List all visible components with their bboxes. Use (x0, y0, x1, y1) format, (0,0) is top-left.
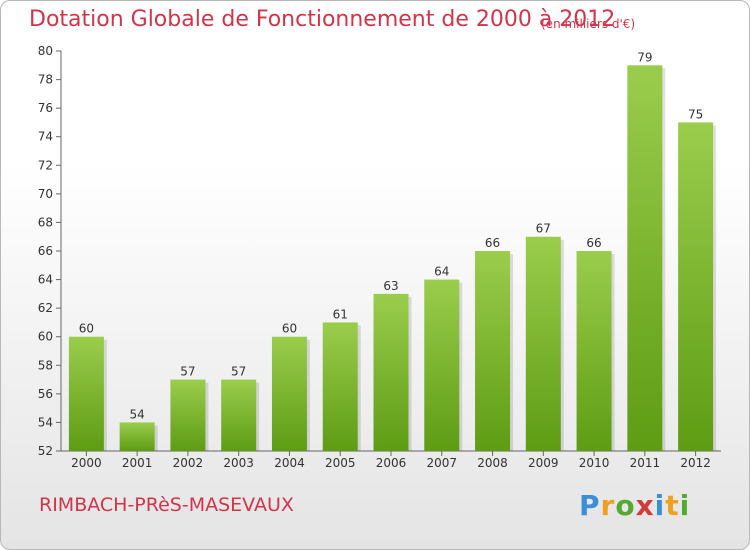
bar (475, 251, 511, 451)
data-label: 57 (231, 365, 246, 379)
logo-letter: x (635, 489, 655, 522)
data-label: 54 (130, 407, 145, 421)
bar (221, 379, 257, 451)
bar (576, 251, 612, 451)
logo-letter: P (579, 489, 601, 522)
data-label: 66 (586, 236, 601, 250)
data-label: 63 (383, 279, 398, 293)
x-tick-label: 2005 (325, 456, 356, 470)
data-label: 75 (688, 107, 703, 121)
y-tick-label: 52 (38, 444, 53, 458)
chart-title: Dotation Globale de Fonctionnement de 20… (29, 7, 616, 32)
bar (678, 122, 714, 451)
y-tick-label: 74 (38, 130, 53, 144)
y-tick-label: 70 (38, 187, 53, 201)
x-tick-label: 2008 (477, 456, 508, 470)
logo-letter: i (679, 489, 691, 522)
y-tick-label: 78 (38, 73, 53, 87)
bar (68, 336, 104, 451)
bar (271, 336, 307, 451)
y-tick-label: 54 (38, 415, 53, 429)
y-tick-label: 76 (38, 101, 53, 115)
x-tick-label: 2012 (680, 456, 711, 470)
x-tick-label: 2003 (223, 456, 254, 470)
y-tick-label: 58 (38, 358, 53, 372)
y-tick-label: 56 (38, 387, 53, 401)
x-tick-label: 2001 (122, 456, 153, 470)
y-tick-label: 66 (38, 244, 53, 258)
bar (170, 379, 206, 451)
y-tick-label: 68 (38, 215, 53, 229)
bar (373, 293, 409, 451)
data-label: 57 (180, 365, 195, 379)
data-label: 67 (536, 222, 551, 236)
data-label: 64 (434, 265, 449, 279)
x-tick-label: 2007 (426, 456, 457, 470)
bar (322, 322, 358, 451)
y-tick-label: 80 (38, 44, 53, 58)
data-label: 79 (637, 50, 652, 64)
logo-letter: i (654, 489, 666, 522)
bar (424, 279, 460, 451)
bar (525, 236, 561, 451)
x-tick-label: 2002 (173, 456, 204, 470)
chart-subtitle: (en milliers d'€) (541, 17, 636, 31)
data-label: 66 (485, 236, 500, 250)
y-tick-label: 62 (38, 301, 53, 315)
data-label: 60 (79, 322, 94, 336)
x-tick-label: 2011 (630, 456, 661, 470)
logo-letter: o (615, 489, 636, 522)
bar (627, 65, 663, 452)
proxiti-logo: Proxiti (579, 489, 690, 522)
data-label: 60 (282, 322, 297, 336)
logo-letter: t (665, 489, 680, 522)
x-tick-label: 2010 (579, 456, 610, 470)
y-tick-label: 60 (38, 330, 53, 344)
y-tick-label: 64 (38, 273, 53, 287)
data-label: 61 (333, 307, 348, 321)
x-tick-label: 2009 (528, 456, 559, 470)
bar (119, 422, 155, 451)
logo-letter: r (600, 489, 616, 522)
x-tick-label: 2000 (71, 456, 102, 470)
x-tick-label: 2004 (274, 456, 305, 470)
x-tick-label: 2006 (376, 456, 407, 470)
y-tick-label: 72 (38, 158, 53, 172)
commune-name: RIMBACH-PRèS-MASEVAUX (39, 494, 294, 516)
